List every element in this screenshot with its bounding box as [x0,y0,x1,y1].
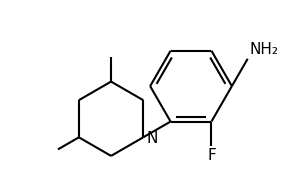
Text: N: N [147,131,158,146]
Text: NH₂: NH₂ [249,42,278,56]
Text: F: F [207,148,216,163]
